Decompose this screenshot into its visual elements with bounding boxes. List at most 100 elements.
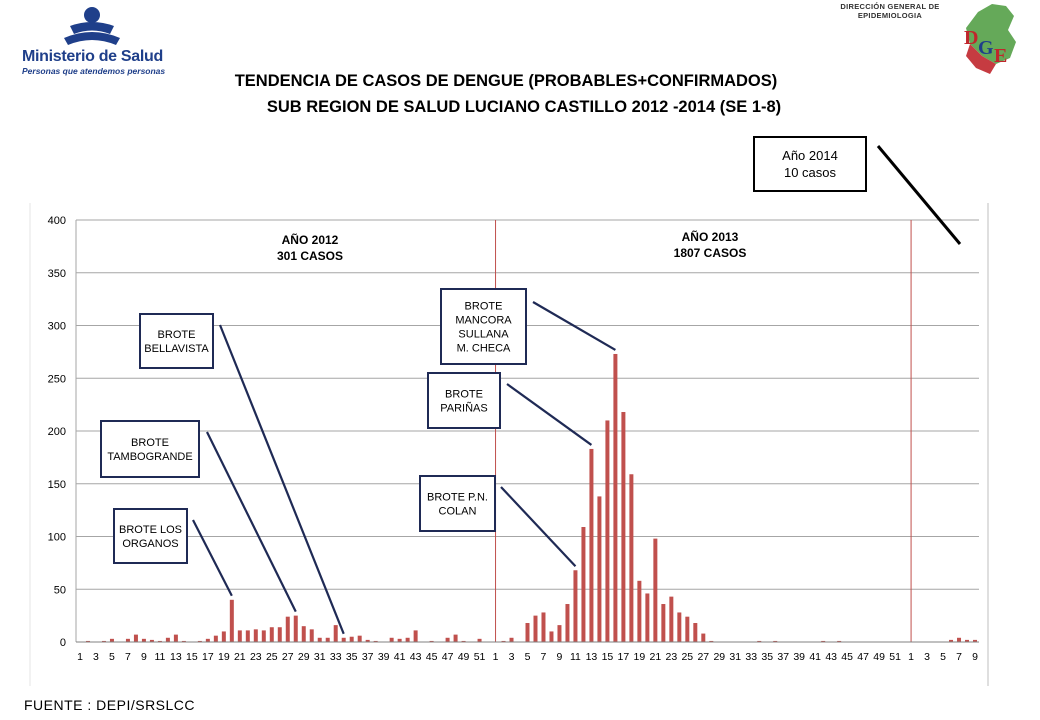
x-tick-label: 27: [282, 651, 294, 663]
annotation-box: [419, 475, 496, 532]
bar: [309, 629, 314, 642]
x-tick-label: 51: [889, 651, 901, 663]
x-tick-label: 19: [218, 651, 230, 663]
bar: [357, 635, 362, 642]
bar: [101, 640, 106, 642]
bar: [285, 616, 290, 642]
bar: [229, 599, 234, 642]
bar: [173, 634, 178, 642]
bar: [221, 631, 226, 642]
bar: [85, 640, 90, 642]
x-tick-label: 11: [154, 651, 165, 663]
dge-text-line2: EPIDEMIOLOGIA: [857, 11, 923, 20]
bar: [629, 474, 634, 642]
bar: [109, 638, 114, 642]
bar: [821, 640, 826, 642]
annotation-label: M. CHECA: [457, 343, 511, 355]
x-tick-label: 39: [378, 651, 390, 663]
annotation-label: MANCORA: [455, 315, 512, 327]
bar: [677, 612, 682, 642]
x-tick-label: 5: [525, 651, 531, 663]
bar: [237, 630, 242, 642]
y-tick-label: 250: [48, 373, 66, 385]
x-tick-label: 27: [697, 651, 709, 663]
bar: [621, 412, 626, 642]
x-tick-label: 13: [170, 651, 182, 663]
dge-text-line1: DIRECCIÓN GENERAL DE: [840, 2, 940, 11]
bar: [509, 637, 514, 642]
annotation-label: BELLAVISTA: [144, 343, 209, 355]
year-cases-label: 1807 CASOS: [674, 246, 747, 260]
y-tick-label: 50: [54, 584, 66, 596]
x-tick-label: 45: [426, 651, 438, 663]
bar: [637, 580, 642, 642]
bar: [405, 637, 410, 642]
x-tick-label: 1: [493, 651, 499, 663]
y-tick-label: 350: [48, 268, 66, 280]
bar: [365, 639, 370, 642]
x-tick-label: 47: [857, 651, 869, 663]
bar: [301, 626, 306, 642]
annotation-box: [100, 420, 200, 478]
bar: [693, 623, 698, 642]
bar: [645, 593, 650, 642]
x-tick-label: 35: [761, 651, 773, 663]
bar: [525, 623, 530, 642]
bar: [581, 527, 586, 642]
annotation-box: [440, 288, 527, 365]
bar: [397, 638, 402, 642]
bar: [461, 640, 466, 642]
bar: [245, 630, 250, 642]
bar: [973, 639, 978, 642]
x-tick-label: 45: [841, 651, 853, 663]
bar: [373, 640, 378, 642]
bar: [213, 635, 218, 642]
x-tick-label: 31: [314, 651, 326, 663]
dge-letter-e: E: [994, 45, 1007, 67]
bar: [165, 637, 170, 642]
chart-subtitle: SUB REGION DE SALUD LUCIANO CASTILLO 201…: [266, 98, 782, 116]
x-tick-label: 5: [109, 651, 115, 663]
x-tick-label: 23: [250, 651, 262, 663]
y-tick-label: 100: [48, 532, 66, 544]
x-tick-label: 43: [825, 651, 837, 663]
x-tick-label: 13: [586, 651, 598, 663]
annotation-leader-line: [532, 301, 616, 351]
bar: [277, 627, 282, 642]
x-tick-label: 17: [202, 651, 214, 663]
x-tick-label: 51: [474, 651, 486, 663]
dge-letter-g: G: [978, 37, 994, 59]
x-tick-label: 3: [509, 651, 515, 663]
x-tick-label: 37: [777, 651, 789, 663]
bar: [477, 638, 482, 642]
bar: [349, 636, 354, 642]
bar: [957, 637, 962, 642]
logo-subtitle: Personas que atendemos personas: [22, 66, 166, 76]
x-tick-label: 33: [745, 651, 757, 663]
bar: [125, 638, 130, 642]
x-tick-label: 5: [940, 651, 946, 663]
dge-letter-d: D: [964, 27, 978, 49]
bar: [141, 638, 146, 642]
bar: [333, 625, 338, 642]
bar: [837, 640, 842, 642]
bar: [773, 640, 778, 642]
x-tick-label: 9: [972, 651, 978, 663]
bar: [669, 596, 674, 642]
bar: [445, 637, 450, 642]
x-tick-label: 19: [634, 651, 646, 663]
annotation-leader-line: [500, 486, 577, 568]
bar: [653, 538, 658, 642]
x-tick-label: 3: [93, 651, 99, 663]
annotation-label: BROTE LOS: [119, 524, 182, 536]
callout-2014-leader-line: [876, 145, 962, 245]
bar: [557, 625, 562, 642]
chart-title: TENDENCIA DE CASOS DE DENGUE (PROBABLES+…: [234, 72, 778, 90]
bar: [549, 631, 554, 642]
bar: [133, 634, 138, 642]
x-tick-label: 43: [410, 651, 422, 663]
bar: [429, 640, 434, 642]
annotation-label: BROTE: [445, 389, 483, 401]
bar: [949, 639, 954, 642]
